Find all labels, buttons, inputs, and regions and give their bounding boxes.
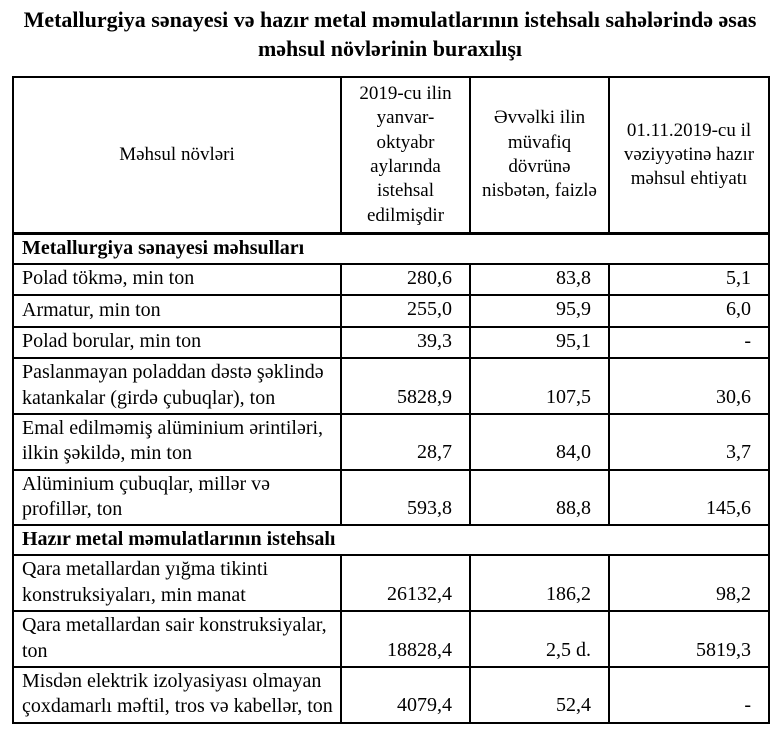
row-label: Polad tökmə, min ton bbox=[12, 262, 342, 297]
row-produced-value: 26132,4 bbox=[340, 554, 471, 613]
row-percent-value: 84,0 bbox=[469, 412, 610, 471]
page-title: Metallurgiya sənayesi və hazır metal məm… bbox=[23, 7, 757, 62]
section-header-row-metallurgy: Metallurgiya sənayesi məhsulları bbox=[12, 231, 770, 265]
row-stock-value: 145,6 bbox=[608, 468, 770, 527]
row-percent-value: 107,5 bbox=[469, 357, 610, 415]
column-header-stock-01-11-2019: 01.11.2019-cu il vəziyyətinə hazır məhsu… bbox=[608, 76, 770, 235]
row-stock-value: 5,1 bbox=[608, 262, 770, 297]
column-header-product-types: Məhsul növləri bbox=[12, 76, 342, 235]
row-label: Alüminium çubuqlar, millər və profillər,… bbox=[12, 468, 342, 527]
row-stock-value: - bbox=[608, 666, 770, 724]
table-row: Paslanmayan poladdan dəstə şəklində kata… bbox=[12, 357, 770, 415]
column-header-percent-vs-previous-year: Əvvəlki ilin müvafiq dövrünə nisbətən, f… bbox=[469, 76, 610, 235]
row-produced-value: 280,6 bbox=[340, 262, 471, 297]
row-produced-value: 255,0 bbox=[340, 294, 471, 328]
row-produced-value: 593,8 bbox=[340, 468, 471, 527]
row-stock-value: 5819,3 bbox=[608, 610, 770, 669]
table-row: Qara metallardan sair konstruksiyalar, t… bbox=[12, 610, 770, 669]
row-produced-value: 4079,4 bbox=[340, 666, 471, 724]
row-label: Emal edilməmiş alüminium ərintiləri, ilk… bbox=[12, 412, 342, 471]
table-row: Qara metallardan yığma tikinti konstruks… bbox=[12, 554, 770, 613]
row-stock-value: 98,2 bbox=[608, 554, 770, 613]
row-stock-value: 30,6 bbox=[608, 357, 770, 415]
row-stock-value: - bbox=[608, 325, 770, 360]
table-row: Emal edilməmiş alüminium ərintiləri, ilk… bbox=[12, 412, 770, 471]
table-row: Armatur, min ton 255,0 95,9 6,0 bbox=[12, 294, 770, 328]
row-percent-value: 88,8 bbox=[469, 468, 610, 527]
row-percent-value: 95,1 bbox=[469, 325, 610, 360]
production-table: Məhsul növləri 2019-cu ilin yanvar-oktya… bbox=[12, 76, 770, 724]
row-percent-value: 95,9 bbox=[469, 294, 610, 328]
row-percent-value: 186,2 bbox=[469, 554, 610, 613]
table-row: Polad borular, min ton 39,3 95,1 - bbox=[12, 325, 770, 360]
table-row: Misdən elektrik izolyasiyası olmayan çox… bbox=[12, 666, 770, 724]
row-stock-value: 3,7 bbox=[608, 412, 770, 471]
row-label: Qara metallardan yığma tikinti konstruks… bbox=[12, 554, 342, 613]
row-produced-value: 18828,4 bbox=[340, 610, 471, 669]
column-header-produced-jan-oct-2019: 2019-cu ilin yanvar-oktyabr aylarında is… bbox=[340, 76, 471, 235]
section-header-row-finished-metal: Hazır metal məmulatlarının istehsalı bbox=[12, 524, 770, 557]
row-label: Armatur, min ton bbox=[12, 294, 342, 328]
row-percent-value: 52,4 bbox=[469, 666, 610, 724]
row-label: Paslanmayan poladdan dəstə şəklində kata… bbox=[12, 357, 342, 415]
row-percent-value: 83,8 bbox=[469, 262, 610, 297]
section-header-label: Hazır metal məmulatlarının istehsalı bbox=[12, 524, 770, 557]
table-row: Alüminium çubuqlar, millər və profillər,… bbox=[12, 468, 770, 527]
row-produced-value: 5828,9 bbox=[340, 357, 471, 415]
row-percent-value: 2,5 d. bbox=[469, 610, 610, 669]
row-stock-value: 6,0 bbox=[608, 294, 770, 328]
row-label: Qara metallardan sair konstruksiyalar, t… bbox=[12, 610, 342, 669]
section-header-label: Metallurgiya sənayesi məhsulları bbox=[12, 231, 770, 265]
row-label: Polad borular, min ton bbox=[12, 325, 342, 360]
row-produced-value: 39,3 bbox=[340, 325, 471, 360]
row-produced-value: 28,7 bbox=[340, 412, 471, 471]
row-label: Misdən elektrik izolyasiyası olmayan çox… bbox=[12, 666, 342, 724]
table-row: Polad tökmə, min ton 280,6 83,8 5,1 bbox=[12, 262, 770, 297]
header-row: Məhsul növləri 2019-cu ilin yanvar-oktya… bbox=[12, 76, 770, 235]
